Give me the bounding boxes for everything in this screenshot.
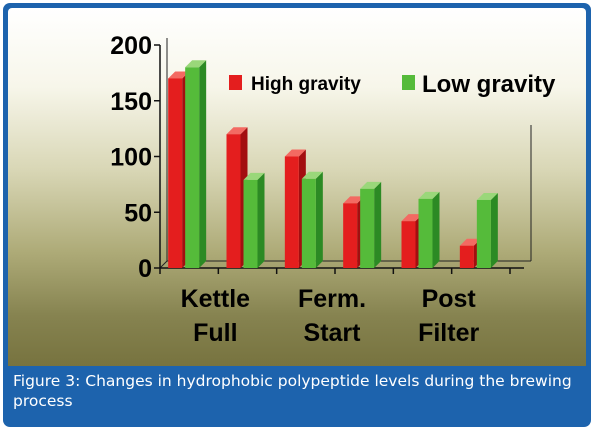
bar-low-gravity-side <box>199 60 207 268</box>
bar-high-gravity <box>401 221 416 268</box>
bar-low-gravity <box>243 179 258 268</box>
bar-high-gravity-top <box>459 238 481 246</box>
figure-frame: 0 50 100 150 200 Kettle Full Ferm. Start Post Filt… <box>3 3 591 427</box>
x-category-label: Start <box>304 319 362 347</box>
bar-low-gravity <box>185 67 200 268</box>
bar-low-gravity-side <box>374 181 382 268</box>
bar-low-gravity <box>301 178 316 268</box>
x-category-label: Full <box>193 319 237 347</box>
bar-low-gravity-top <box>418 191 440 199</box>
bar-low-gravity-top <box>476 192 498 200</box>
bar-low-gravity-top <box>185 60 207 68</box>
bar-high-gravity-top <box>168 71 190 79</box>
y-tick-label: 200 <box>110 32 152 60</box>
bar-high-gravity-top <box>284 149 306 157</box>
y-tick-label: 50 <box>124 199 152 227</box>
legend-swatch-low-gravity <box>402 75 415 90</box>
floor-corner-edge <box>159 260 168 269</box>
bar-low-gravity-side <box>432 191 440 268</box>
bar-high-gravity <box>226 134 241 268</box>
bar-low-gravity-side <box>257 172 265 268</box>
legend-swatch-high-gravity <box>229 75 242 90</box>
bar-high-gravity-top <box>226 127 248 135</box>
y-tick-label: 100 <box>110 144 152 172</box>
bar-high-gravity <box>343 203 358 268</box>
x-category-label: Kettle <box>181 285 251 313</box>
legend-label-low-gravity: Low gravity <box>422 71 556 98</box>
bar-high-gravity <box>168 78 183 268</box>
legend-label-high-gravity: High gravity <box>251 74 361 95</box>
x-category-label: Post <box>422 285 477 313</box>
bar-low-gravity-top <box>243 172 265 180</box>
bar-high-gravity-top <box>343 196 365 204</box>
bar-low-gravity <box>418 198 433 268</box>
bar-high-gravity-top <box>401 214 423 222</box>
bar-low-gravity-top <box>301 171 323 179</box>
bar-low-gravity-top <box>360 181 382 189</box>
bar-low-gravity-side <box>490 192 498 268</box>
figure-caption: Figure 3: Changes in hydrophobic polypep… <box>13 372 572 410</box>
y-tick-label: 150 <box>110 88 152 116</box>
x-category-label: Filter <box>418 319 479 347</box>
x-category-label: Ferm. <box>298 285 366 313</box>
bar-low-gravity <box>476 199 491 268</box>
bar-high-gravity <box>459 245 474 268</box>
chart-panel: 0 50 100 150 200 Kettle Full Ferm. Start Post Filt… <box>8 8 586 366</box>
bar-low-gravity-side <box>315 171 323 268</box>
bar-low-gravity <box>360 188 375 268</box>
y-tick-label: 0 <box>138 255 152 283</box>
bar-high-gravity <box>284 156 299 268</box>
bar-chart: 0 50 100 150 200 Kettle Full Ferm. Start Post Filt… <box>110 32 556 347</box>
